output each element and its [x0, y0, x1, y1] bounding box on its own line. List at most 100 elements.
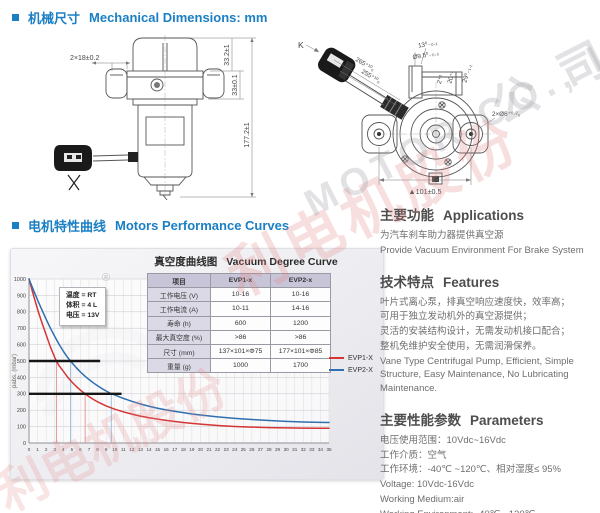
parameter-line: Working Environment: -40℃ - 120℃: [380, 508, 598, 513]
vacuum-curve-chart-card: 真空度曲线图 Vacuum Degree Curve 0 1 2 3 4 5 6 7 8 9 10 1…: [10, 248, 384, 480]
features-heading-zh: 技术特点: [380, 274, 434, 290]
spec-row-label: 寿命 (h): [147, 315, 211, 331]
annotation-line: 温度 = RT: [66, 292, 97, 299]
dim-label-13: 13⁰₋₀.₁: [418, 39, 438, 49]
dimension-lines: [92, 37, 256, 198]
pump-outline: [105, 35, 225, 201]
spec-cell: 1200: [270, 315, 331, 331]
svg-text:17: 17: [172, 447, 178, 452]
svg-text:600: 600: [17, 343, 26, 349]
svg-text:21: 21: [206, 447, 212, 452]
dim-label-top: 2×18±0.2: [70, 55, 99, 62]
svg-text:200: 200: [17, 408, 26, 414]
applications-line: 为汽车刹车助力器提供真空源: [380, 230, 504, 241]
spec-col-header: EVP1-x: [210, 272, 271, 289]
legend-item-EVP1-X: EVP1-X: [329, 352, 373, 364]
table-row: 工作电压 (V) 10-16 10-16: [147, 287, 331, 303]
parameters-heading-en: Parameters: [470, 412, 544, 428]
svg-text:5: 5: [71, 447, 74, 452]
svg-text:30: 30: [284, 447, 290, 452]
feature-line-en: Vane Type Centrifugal Pump, Efficient, S…: [380, 355, 574, 395]
svg-text:33: 33: [309, 447, 315, 452]
section-title-en: Motors Performance Curves: [115, 218, 290, 233]
svg-text:11: 11: [121, 447, 126, 452]
svg-text:700: 700: [17, 326, 26, 332]
spec-cell: >86: [270, 329, 331, 345]
spec-row-label: 最大真空度 (%): [147, 329, 211, 345]
svg-text:3: 3: [53, 447, 56, 452]
svg-text:25: 25: [241, 447, 247, 452]
applications-line: Provide Vacuum Environment For Brake Sys…: [380, 244, 584, 256]
dim-label-33: 33±0.1: [232, 74, 239, 95]
legend-swatch-icon: [329, 369, 344, 371]
svg-text:26: 26: [249, 447, 255, 452]
svg-text:12: 12: [129, 447, 135, 452]
svg-text:23: 23: [224, 447, 230, 452]
dimension-lines: [305, 44, 496, 185]
curve-EVP2-X: [28, 278, 330, 424]
svg-text:500: 500: [17, 359, 26, 365]
spec-row-label: 尺寸 (mm): [147, 343, 211, 360]
feature-line: 叶片式离心泵，排真空响应速度快，效率高；: [380, 296, 571, 308]
spec-row-label: 重量 (g): [147, 358, 211, 374]
table-row: 工作电流 (A) 10-11 14-16: [147, 301, 331, 317]
svg-text:35: 35: [326, 447, 332, 452]
dim-label-holes: 2×Ø6⁺⁰·²₀: [492, 111, 521, 118]
feature-line: 可用于独立发动机外的真空源提供；: [380, 311, 533, 323]
svg-text:29: 29: [275, 447, 281, 452]
table-row: 重量 (g) 1000 1700: [147, 358, 331, 374]
spec-cell: 600: [210, 315, 271, 331]
svg-text:300: 300: [17, 392, 26, 398]
chart-legend: EVP1-X EVP2-X: [329, 352, 373, 376]
spec-row-label: 工作电压 (V): [147, 287, 211, 303]
chart-title: 真空度曲线图 Vacuum Degree Curve: [131, 254, 361, 269]
section-title-zh: 机械尺寸: [28, 11, 81, 26]
spec-cell: 10-16: [270, 287, 331, 303]
svg-text:14: 14: [146, 447, 152, 452]
svg-text:19: 19: [189, 447, 195, 452]
spec-cell: 10-16: [210, 287, 271, 303]
spec-row-label: 工作电流 (A): [147, 301, 211, 317]
parameters-heading: 主要性能参数 Parameters: [380, 409, 598, 429]
spec-table-body: 工作电压 (V) 10-16 10-16 工作电流 (A) 10-11 14-16 寿命 (…: [147, 287, 331, 374]
spec-table-head: 项目 EVP1-x EVP2-x: [147, 272, 331, 289]
dim-label-29: 29⁰₋₁.₁: [461, 63, 473, 83]
dim-label-177: 177.2±1: [244, 122, 251, 147]
svg-text:28: 28: [266, 447, 272, 452]
annotation-line: 电压 = 13V: [66, 312, 100, 320]
parameter-line: 工作介质：空气: [380, 449, 447, 461]
spec-cell: 14-16: [270, 301, 331, 317]
applications-heading-en: Applications: [443, 208, 525, 223]
dim-label-20: 20⁺¹: [446, 71, 457, 85]
spec-cell: >86: [210, 329, 271, 345]
applications-heading: 主要功能 Applications: [380, 204, 598, 224]
pump-top-outline: [361, 65, 494, 186]
feature-line: 整机免维护安全使用，无需润滑保养。: [380, 340, 542, 352]
parameter-line: Working Medium:air: [380, 493, 465, 505]
svg-text:100: 100: [17, 425, 26, 431]
parameter-line: 电压使用范围：10Vdc~16Vdc: [380, 434, 506, 446]
section-title-en: Mechanical Dimensions: mm: [89, 10, 268, 25]
dim-label-33-2: 33.2±1: [224, 44, 231, 65]
connector-and-wire: [54, 145, 138, 191]
y-axis-label: pabs. (mbar): [12, 354, 18, 388]
parameters-heading-zh: 主要性能参数: [380, 412, 461, 428]
svg-text:16: 16: [164, 447, 170, 452]
legend-label: EVP2-X: [348, 366, 373, 374]
applications-heading-zh: 主要功能: [380, 208, 434, 223]
svg-text:800: 800: [17, 310, 26, 316]
table-row: 寿命 (h) 600 1200: [147, 315, 331, 331]
svg-text:2: 2: [45, 447, 48, 452]
svg-text:0: 0: [23, 441, 26, 447]
svg-text:9: 9: [105, 447, 108, 452]
table-row: 最大真空度 (%) >86 >86: [147, 329, 331, 345]
svg-text:20: 20: [198, 447, 204, 452]
svg-text:15: 15: [155, 447, 161, 452]
section-header-curves: 电机特性曲线 Motors Performance Curves: [12, 216, 289, 235]
marker-vlines: [55, 361, 112, 443]
parameters-lines: 电压使用范围：10Vdc~16Vdc 工作介质：空气 工作环境：-40℃ ~120℃…: [380, 434, 598, 513]
svg-text:7: 7: [88, 447, 91, 452]
svg-text:27: 27: [258, 447, 264, 452]
spec-col-header: 项目: [147, 272, 211, 289]
